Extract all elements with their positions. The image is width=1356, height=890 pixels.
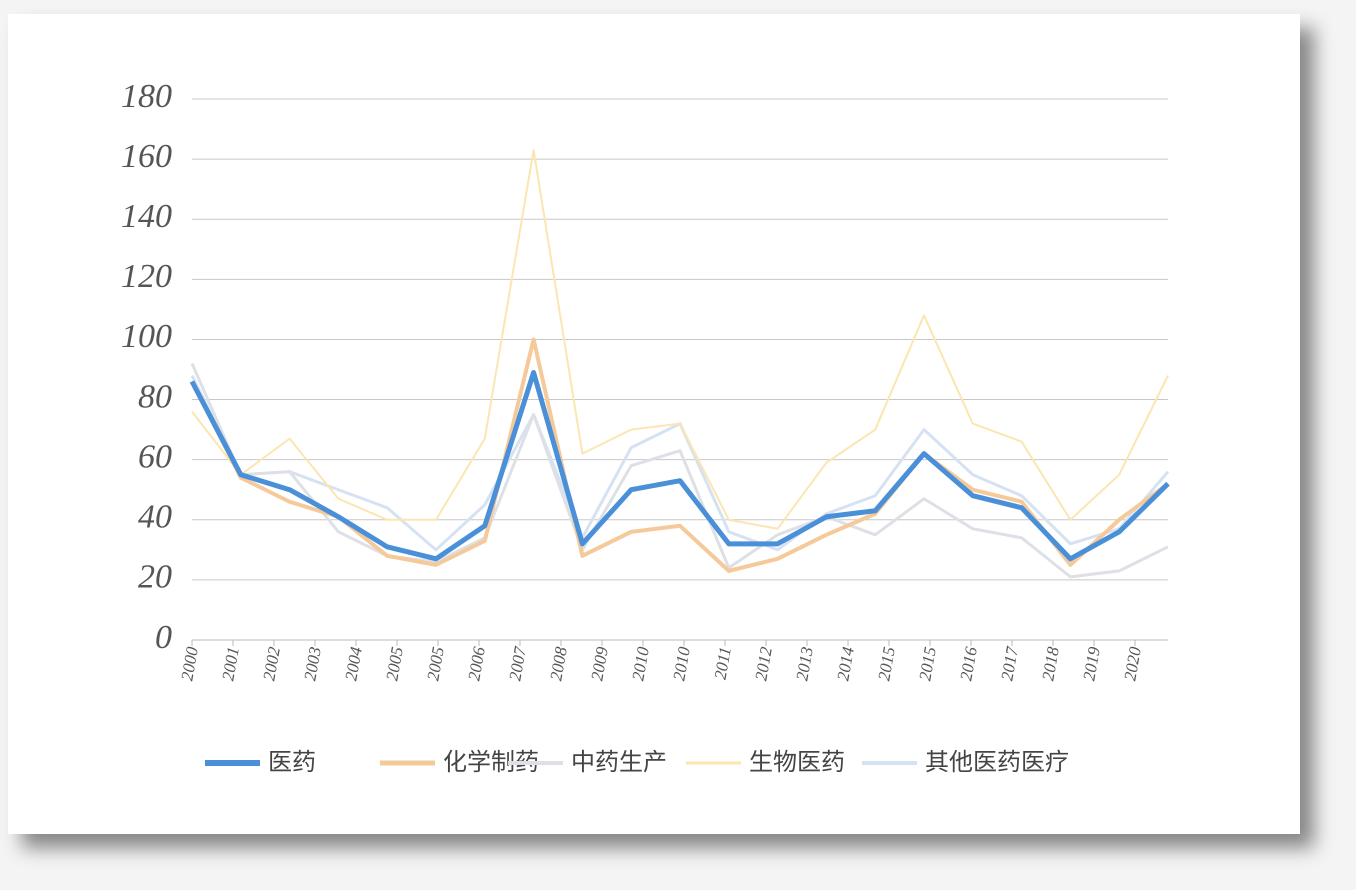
x-tick-label: 2000 (177, 645, 202, 682)
x-tick-label: 2008 (546, 645, 571, 682)
y-tick-label: 40 (138, 499, 172, 536)
series-line (191, 149, 1169, 530)
legend-label: 中药生产 (571, 748, 667, 776)
x-tick-label: 2014 (833, 645, 858, 682)
legend-label: 生物医药 (749, 748, 845, 776)
x-tick-label: 2004 (341, 645, 366, 682)
x-tick-label: 2005 (382, 645, 407, 682)
y-tick-label: 20 (138, 559, 172, 596)
series-line (189, 370, 1170, 562)
y-tick-label: 120 (121, 258, 172, 295)
x-tick-label: 2006 (464, 645, 489, 682)
series-line (190, 374, 1170, 552)
x-tick-label: 2017 (997, 644, 1022, 682)
x-tick-label: 2013 (792, 645, 817, 682)
x-tick-label: 2020 (1120, 645, 1145, 682)
y-tick-label: 140 (121, 198, 172, 235)
y-tick-label: 80 (138, 378, 172, 415)
x-tick-label: 2002 (259, 645, 284, 682)
x-tick-label: 2019 (1079, 645, 1104, 682)
y-tick-label: 180 (121, 78, 172, 115)
x-tick-label: 2005 (423, 645, 448, 682)
card (8, 14, 1300, 834)
x-tick-label: 2015 (915, 645, 940, 682)
x-tick-label: 2010 (628, 645, 653, 682)
series-line (190, 362, 1169, 579)
x-tick-label: 2009 (587, 645, 612, 682)
x-tick-label: 2001 (218, 645, 243, 682)
x-tick-label: 2018 (1038, 645, 1063, 682)
x-tick-label: 2007 (505, 644, 530, 682)
x-tick-label: 2011 (711, 645, 735, 681)
series-line (190, 337, 1170, 573)
x-tick-label: 2015 (874, 645, 899, 682)
y-tick-label: 100 (121, 318, 172, 355)
x-tick-label: 2016 (956, 645, 981, 682)
x-tick-label: 2003 (300, 645, 325, 682)
y-tick-label: 160 (121, 138, 172, 175)
legend-label: 其他医药医疗 (925, 748, 1069, 776)
legend-label: 医药 (268, 748, 316, 776)
y-tick-label: 0 (155, 619, 172, 656)
x-tick-label: 2012 (751, 645, 776, 682)
x-tick-label: 2010 (669, 645, 694, 682)
y-tick-label: 60 (138, 438, 172, 475)
